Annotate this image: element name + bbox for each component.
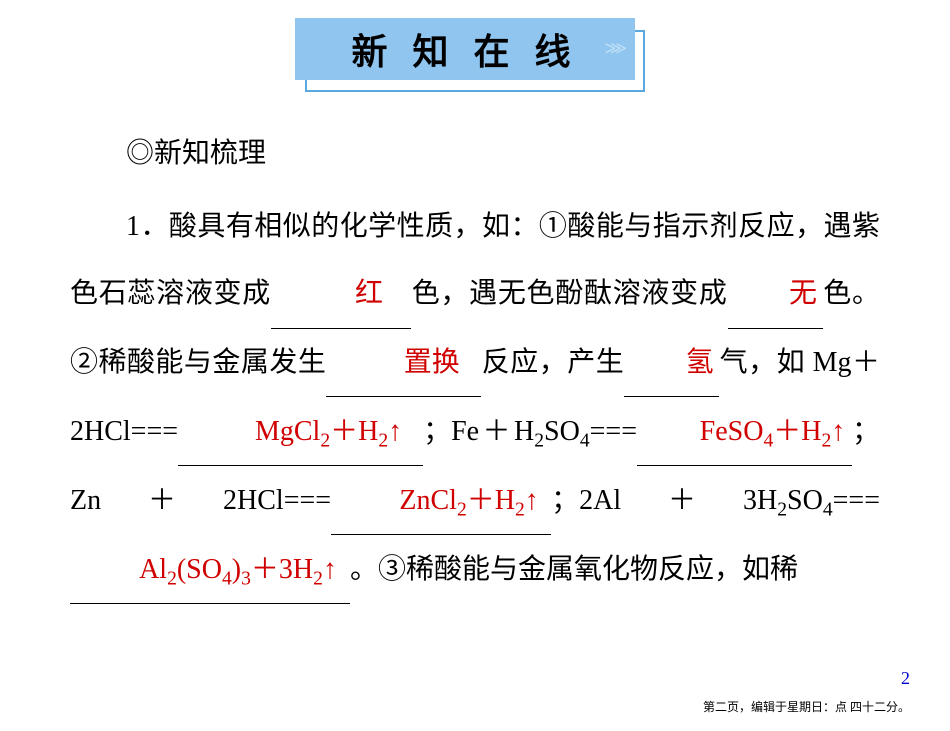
blank-2: 无 (728, 260, 823, 328)
answer-2: 无 (789, 278, 817, 309)
text-9: 。③稀酸能与金属氧化物反应，如稀 (350, 554, 798, 585)
banner-arrows-icon: >>> (605, 38, 621, 61)
answer-1: 红 (355, 278, 383, 309)
blank-7: ZnCl2＋H2↑ (331, 466, 551, 535)
blank-4: 氢 (624, 329, 719, 397)
equation-4-answer: Al2(SO4)3＋3H2↑ (139, 554, 337, 585)
title-banner: 新 知 在 线 >>> (295, 18, 655, 80)
blank-3: 置换 (326, 329, 481, 397)
answer-3: 置换 (404, 347, 460, 378)
text-6: ； (423, 416, 451, 447)
equation-1-answer: MgCl2＋H2↑ (255, 416, 402, 447)
equation-4-left: 2Al＋3H2SO4=== (579, 485, 880, 516)
section-title: ◎新知梳理 (70, 120, 880, 187)
text-5: 气，如 (719, 347, 812, 378)
text-2: 色，遇无色酚酞溶液变成 (411, 278, 728, 309)
answer-4: 氢 (686, 347, 714, 378)
text-4: 反应，产生 (481, 347, 624, 378)
text-8: ； (551, 485, 579, 516)
body-paragraph: 1．酸具有相似的化学性质，如：①酸能与指示剂反应，遇紫色石蕊溶液变成红色，遇无色… (70, 193, 880, 604)
page-number: 2 (901, 668, 910, 689)
blank-1: 红 (271, 260, 411, 328)
banner-text: 新 知 在 线 (351, 23, 578, 75)
equation-3-answer: ZnCl2＋H2↑ (399, 485, 538, 516)
footer-text: 第二页，编辑于星期日：点 四十二分。 (703, 698, 910, 715)
equation-2-left: Fe＋H2SO4=== (451, 416, 637, 447)
content-area: ◎新知梳理 1．酸具有相似的化学性质，如：①酸能与指示剂反应，遇紫色石蕊溶液变成… (0, 80, 950, 604)
blank-8: Al2(SO4)3＋3H2↑ (70, 535, 350, 604)
equation-2-answer: FeSO4＋H2↑ (700, 416, 846, 447)
text-7: ； (852, 416, 880, 447)
equation-3-left: Zn＋2HCl=== (70, 485, 331, 516)
blank-5: MgCl2＋H2↑ (178, 397, 423, 466)
blank-6: FeSO4＋H2↑ (637, 397, 852, 466)
banner-main: 新 知 在 线 >>> (295, 18, 635, 80)
